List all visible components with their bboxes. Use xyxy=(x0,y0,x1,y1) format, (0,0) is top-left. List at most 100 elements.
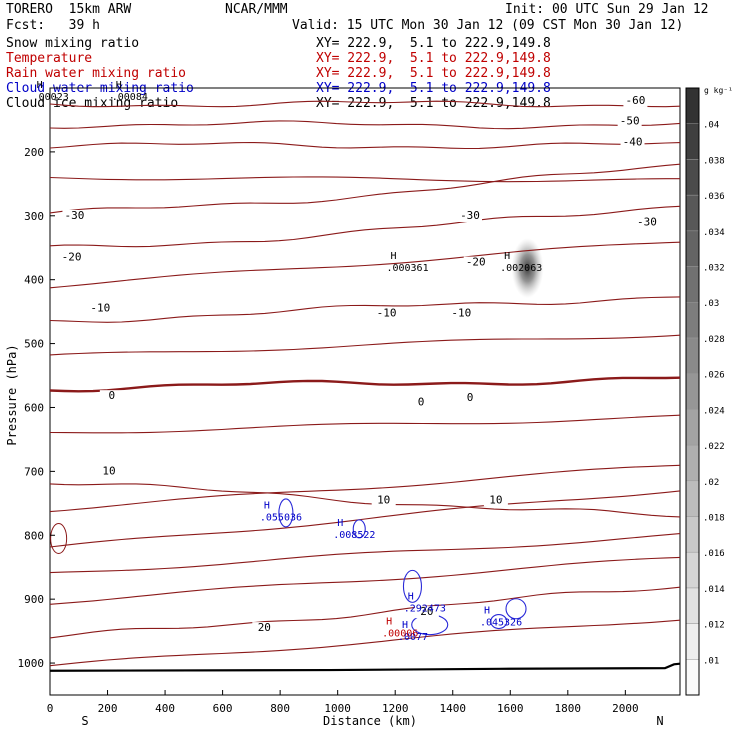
maximum-marker: H xyxy=(484,606,490,617)
contour-label: 10 xyxy=(489,493,502,506)
contour-label-bg xyxy=(458,209,482,222)
y-tick-label: 600 xyxy=(24,401,44,414)
contour-label-bg xyxy=(99,390,124,403)
maximum-value: .002063 xyxy=(500,263,542,274)
colorbar-tick-label: .032 xyxy=(703,264,725,274)
y-tick-label: 1000 xyxy=(18,657,45,670)
colorbar-bin xyxy=(685,194,700,232)
terrain-line xyxy=(49,662,681,672)
colorbar-bin xyxy=(685,337,700,374)
colorbar-tick-label: .026 xyxy=(703,371,725,381)
maximum-value: .00084 xyxy=(112,92,148,103)
colorbar-bin xyxy=(685,230,700,267)
maximum-value: .0077 xyxy=(398,632,428,643)
colorbar-bin xyxy=(685,409,700,446)
colorbar-bin xyxy=(685,480,700,517)
x-tick-label: 400 xyxy=(155,702,175,715)
model-title: TORERO 15km ARW xyxy=(6,2,132,17)
field-xy: XY= 222.9, 5.1 to 222.9,149.8 xyxy=(316,36,551,51)
colorbar-tick-label: .012 xyxy=(703,621,725,631)
x-tick-label: 1600 xyxy=(497,702,524,715)
contour-label: -50 xyxy=(620,114,640,127)
colorbar-tick-label: .028 xyxy=(703,335,725,345)
temperature-contour xyxy=(49,483,681,518)
contour-label-bg xyxy=(623,94,648,107)
temperature-contour xyxy=(49,490,681,548)
contour-label: -10 xyxy=(90,302,110,315)
contour-label: -30 xyxy=(637,215,657,228)
cloud-water-contour xyxy=(490,613,508,630)
colorbar-tick-label: .038 xyxy=(703,156,725,166)
colorbar-tick-label: .016 xyxy=(703,549,725,559)
colorbar-unit: g kg⁻¹ xyxy=(704,86,733,95)
x-tick-label: 2000 xyxy=(612,702,639,715)
contour-label-bg xyxy=(620,136,645,149)
contour-label: -40 xyxy=(623,136,643,149)
contour-label-bg xyxy=(414,606,439,619)
contour-label: -30 xyxy=(65,209,85,222)
temperature-contour xyxy=(49,241,681,289)
cloud-water-contour xyxy=(278,498,294,528)
contour-label-bg xyxy=(409,396,434,409)
south-label: S xyxy=(81,714,88,728)
temperature-contour xyxy=(49,176,680,183)
contour-label-bg xyxy=(374,307,399,320)
temperature-contour xyxy=(49,334,681,356)
colorbar-bin xyxy=(685,266,700,303)
temperature-contour xyxy=(49,163,681,214)
colorbar-bin xyxy=(685,123,700,160)
maximum-marker: H xyxy=(264,500,270,511)
colorbar-bin xyxy=(685,301,700,339)
field-xy: XY= 222.9, 5.1 to 222.9,149.8 xyxy=(316,51,551,66)
maximum-marker: H xyxy=(337,518,343,529)
cloud-water-contour xyxy=(352,519,366,539)
colorbar-tick-label: .034 xyxy=(703,228,725,238)
x-tick-label: 200 xyxy=(98,702,118,715)
y-axis-label: Pressure (hPa) xyxy=(5,344,19,445)
contour-label: -30 xyxy=(460,209,480,222)
colorbar-tick-label: .01 xyxy=(703,656,719,666)
contour-label: 20 xyxy=(420,605,433,618)
maximum-value: .045326 xyxy=(480,618,522,629)
colorbar-bin xyxy=(685,444,700,482)
contour-label-bg xyxy=(96,465,121,478)
north-label: N xyxy=(656,714,663,728)
contour-label: 0 xyxy=(467,391,474,404)
maximum-value: .055036 xyxy=(260,512,302,523)
maximum-value: .000361 xyxy=(386,263,428,274)
y-tick-label: 500 xyxy=(24,338,44,351)
field-xy: XY= 222.9, 5.1 to 222.9,149.8 xyxy=(316,66,551,81)
temperature-contour xyxy=(49,120,681,130)
field-name: Temperature xyxy=(6,51,93,66)
plot-frame xyxy=(49,87,681,696)
org-label: NCAR/MMM xyxy=(225,2,288,17)
maximum-marker: H xyxy=(116,80,122,91)
colorbar-bin xyxy=(685,551,700,589)
contour-label-bg xyxy=(59,251,84,264)
temperature-contour xyxy=(49,296,681,323)
contour-label: -20 xyxy=(62,251,82,264)
colorbar-tick-label: .02 xyxy=(703,478,719,488)
temperature-contour xyxy=(49,586,681,639)
y-tick-label: 900 xyxy=(24,593,44,606)
colorbar-tick-label: .022 xyxy=(703,442,725,452)
x-tick-label: 1000 xyxy=(324,702,351,715)
y-tick-label: 300 xyxy=(24,210,44,223)
contour-label-bg xyxy=(463,256,488,269)
maximum-marker: H xyxy=(37,80,43,91)
forecast-hour: Fcst: 39 h xyxy=(6,18,100,33)
field-xy: XY= 222.9, 5.1 to 222.9,149.8 xyxy=(316,96,551,111)
field-name: Cloud ice mixing ratio xyxy=(6,96,179,111)
temperature-contour xyxy=(49,414,681,434)
contour-label: -60 xyxy=(625,94,645,107)
maximum-marker: H xyxy=(402,620,408,631)
field-name: Snow mixing ratio xyxy=(6,36,140,51)
colorbar-bin xyxy=(685,659,700,696)
contour-label: 0 xyxy=(418,396,425,409)
contour-label: 10 xyxy=(377,493,390,506)
field-name: Rain water mixing ratio xyxy=(6,66,187,81)
valid-time: Valid: 15 UTC Mon 30 Jan 12 (09 CST Mon … xyxy=(292,18,684,33)
maximum-value: .292473 xyxy=(404,604,446,615)
y-tick-label: 700 xyxy=(24,465,44,478)
x-tick-label: 0 xyxy=(47,702,54,715)
